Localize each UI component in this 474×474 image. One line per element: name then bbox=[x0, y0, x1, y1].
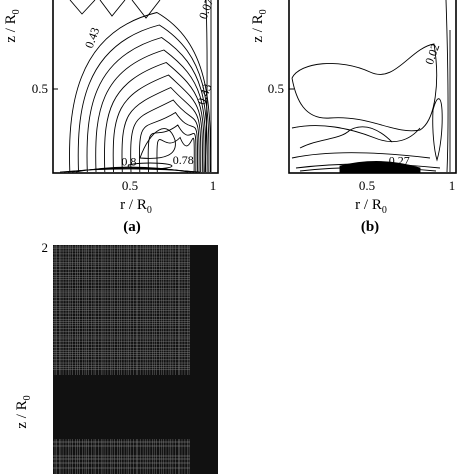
panel-a-contour-line bbox=[95, 49, 207, 173]
panel-a-contour-line bbox=[104, 61, 205, 173]
panel-b-frame bbox=[288, 0, 457, 174]
panel-c-mesh-lines bbox=[53, 245, 190, 474]
panel-a-frame bbox=[52, 0, 219, 174]
panel-a-contour-line bbox=[69, 12, 211, 173]
panel-b-contours bbox=[291, 0, 451, 173]
panel-a-xlabel: r / R0 bbox=[120, 197, 152, 216]
panel-a-contour-zigzag bbox=[131, 0, 161, 19]
contour-label: 0.78 bbox=[173, 153, 194, 167]
panel-c-ytick-0: 2 bbox=[42, 240, 49, 255]
panel-b-dense-region bbox=[339, 161, 421, 173]
panel-a-contour-line bbox=[86, 37, 208, 173]
contour-label: 0.07 bbox=[196, 0, 216, 21]
panel-a-contour-line bbox=[156, 136, 195, 173]
panel-a-ytick-0: 0.5 bbox=[32, 81, 48, 96]
panel-c-mesh-background bbox=[53, 245, 218, 474]
panel-a-ylabel: z / R0 bbox=[3, 9, 22, 42]
panel-a-contour-loop bbox=[127, 162, 173, 170]
panel-a: z / R0 0.5 0.5 1 r / R0 (a) 0.07 0.43 0.43… bbox=[3, 0, 219, 235]
panel-b-xtick-0: 0.5 bbox=[359, 178, 375, 193]
panel-a-contour-line bbox=[139, 111, 199, 173]
panel-a-xtick-1: 1 bbox=[210, 178, 217, 193]
panel-b: z / R0 0.5 0.5 1 r / R0 (b) 0.02 0.27 bbox=[250, 0, 457, 235]
panel-a-caption: (a) bbox=[123, 219, 141, 235]
panel-a-contour-line bbox=[204, 0, 208, 173]
panel-a-contour-loop bbox=[139, 128, 176, 159]
panel-a-contour-line bbox=[75, 166, 189, 173]
panel-b-xtick-1: 1 bbox=[449, 178, 456, 193]
panel-b-ytick-0: 0.5 bbox=[268, 81, 284, 96]
panel-a-contour-zigzag bbox=[99, 0, 126, 17]
contour-label: 0.8 bbox=[121, 155, 136, 169]
panel-b-contour-line bbox=[445, 0, 449, 173]
panel-b-contour-line bbox=[299, 126, 393, 149]
panel-a-xtick-0: 0.5 bbox=[122, 178, 138, 193]
panel-a-contours bbox=[59, 0, 212, 173]
contour-label: 0.02 bbox=[422, 42, 442, 67]
panel-a-contour-line bbox=[121, 86, 202, 173]
contour-label: 0.27 bbox=[389, 154, 410, 168]
mesh-dark-band bbox=[53, 375, 190, 439]
panel-a-contour-labels: 0.07 0.43 0.43 0.78 0.8 bbox=[82, 0, 216, 169]
panel-b-ylabel: z / R0 bbox=[250, 9, 269, 42]
panel-a-contour-zigzag bbox=[69, 0, 96, 15]
panel-b-contour-line bbox=[291, 125, 421, 142]
panel-c-ylabel: z / R0 bbox=[14, 395, 33, 428]
panel-b-xlabel: r / R0 bbox=[355, 197, 387, 216]
panel-b-contour-line bbox=[432, 98, 443, 162]
panel-a-contour-line bbox=[130, 99, 200, 173]
contour-label: 0.43 bbox=[194, 82, 214, 107]
panel-b-caption: (b) bbox=[361, 219, 379, 235]
panel-b-contour-line bbox=[291, 43, 438, 132]
panel-b-contour-labels: 0.02 0.27 bbox=[389, 42, 443, 168]
panel-b-contour-line bbox=[291, 152, 431, 159]
panel-c: 2 z / R0 bbox=[14, 240, 218, 474]
panel-a-contour-line bbox=[112, 74, 203, 173]
contour-label: 0.43 bbox=[82, 25, 102, 50]
